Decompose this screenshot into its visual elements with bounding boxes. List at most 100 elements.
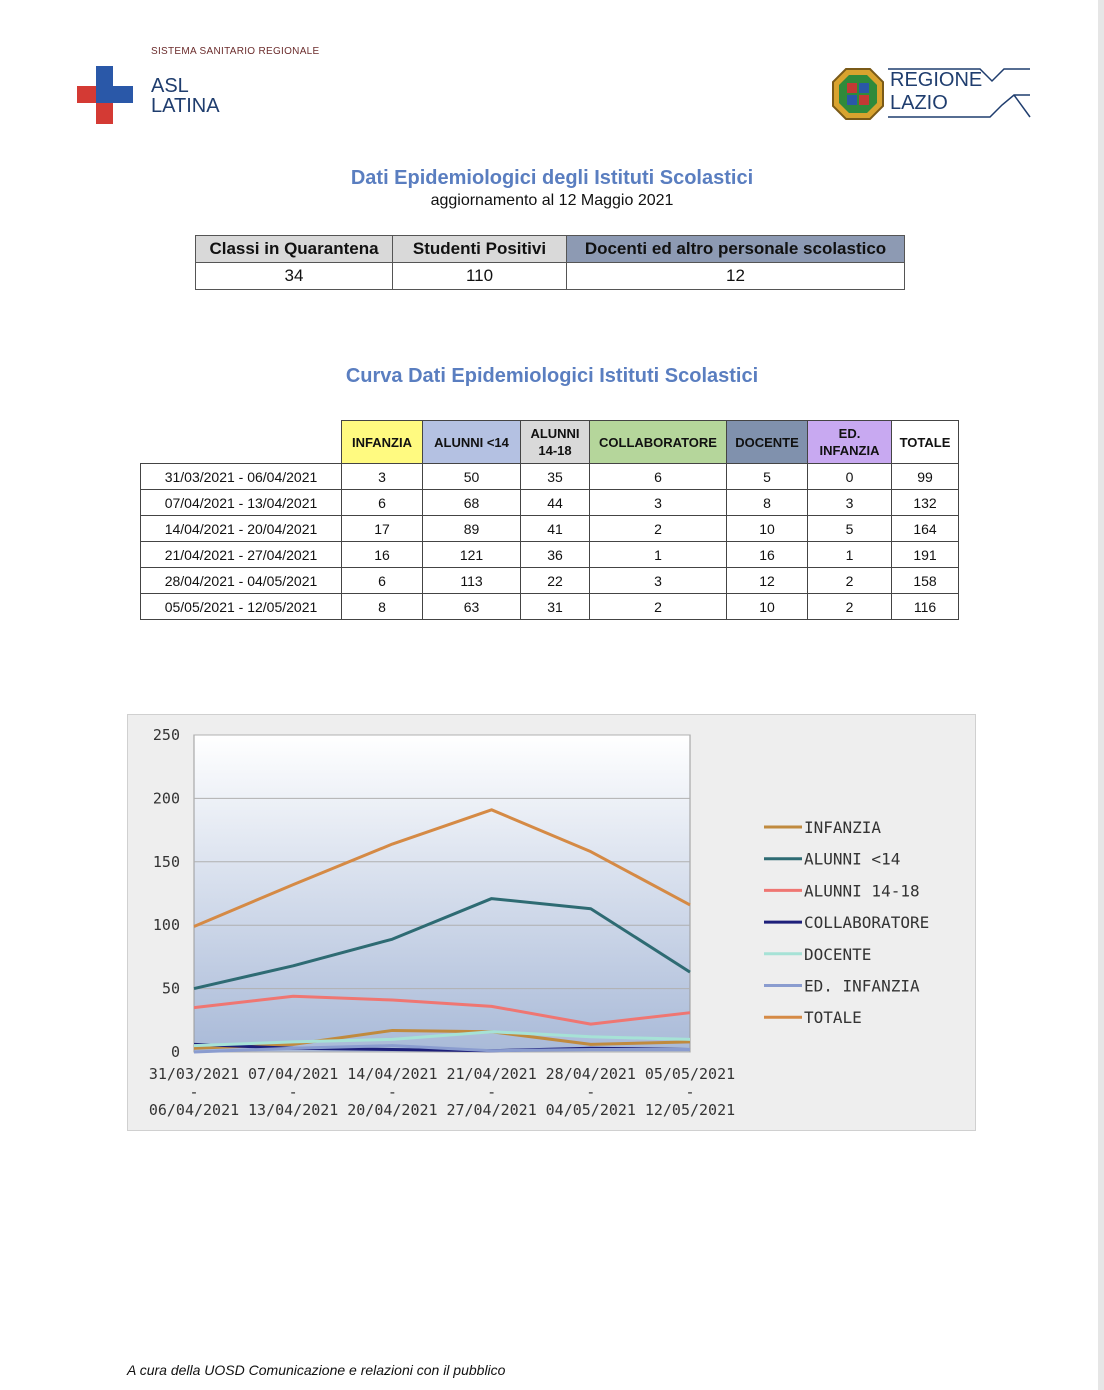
value-docenti-personale: 12 (566, 262, 905, 290)
row-value: 17 (341, 515, 423, 542)
row-value: 132 (891, 489, 959, 516)
row-value: 6 (341, 489, 423, 516)
summary-header-row: Classi in Quarantena Studenti Positivi D… (195, 235, 905, 263)
series-line-docente (193, 1030, 691, 1048)
col-alunni-14-18-line1: ALUNNI (530, 426, 580, 441)
x-tick-label: 06/04/2021 (149, 1101, 239, 1119)
series-line-ed-infanzia (193, 1044, 690, 1054)
asl-system-label: SISTEMA SANITARIO REGIONALE (151, 46, 320, 57)
asl-name: ASL LATINA (151, 76, 220, 116)
summary-table: Classi in Quarantena Studenti Positivi D… (195, 235, 905, 290)
x-tick-label: - (388, 1083, 397, 1101)
row-value: 2 (807, 567, 892, 594)
x-tick-label: - (189, 1083, 198, 1101)
x-tick-label: - (289, 1083, 298, 1101)
x-tick-label: 04/05/2021 (546, 1101, 636, 1119)
series-line-totale (193, 808, 691, 928)
series-line-infanzia (193, 1028, 691, 1050)
col-alunni-under14: ALUNNI <14 (422, 420, 521, 464)
row-value: 5 (807, 515, 892, 542)
legend-label: DOCENTE (804, 945, 871, 964)
x-tick-label: 27/04/2021 (446, 1101, 536, 1119)
row-date-range: 14/04/2021 - 20/04/2021 (140, 515, 342, 542)
table-row: 14/04/2021 - 20/04/2021 17 89 41 2 10 5 164 (140, 515, 959, 542)
table-row: 31/03/2021 - 06/04/2021 3 50 35 6 5 0 99 (140, 463, 959, 490)
row-value: 8 (726, 489, 808, 516)
x-tick-label: 13/04/2021 (248, 1101, 338, 1119)
page-title: Dati Epidemiologici degli Istituti Scola… (350, 167, 754, 189)
row-value: 191 (891, 541, 959, 568)
x-tick-label: 20/04/2021 (347, 1101, 437, 1119)
legend-label: ALUNNI <14 (804, 850, 900, 869)
weekly-table-body: 31/03/2021 - 06/04/2021 3 50 35 6 5 0 99 07/04/2… (140, 463, 959, 620)
x-tick-label: 14/04/2021 (347, 1065, 437, 1083)
curve-title: Curva Dati Epidemiologici Istituti Scola… (345, 365, 759, 387)
summary-value-row: 34 110 12 (195, 262, 905, 290)
y-tick-label: 50 (162, 980, 180, 998)
row-value: 3 (807, 489, 892, 516)
y-tick-label: 150 (153, 853, 180, 871)
row-value: 31 (520, 593, 590, 620)
legend-label: TOTALE (804, 1008, 862, 1027)
weekly-header-row: INFANZIA ALUNNI <14 ALUNNI 14-18 COLLABO… (140, 420, 959, 464)
row-value: 41 (520, 515, 590, 542)
legend-label: COLLABORATORE (804, 913, 929, 932)
row-value: 8 (341, 593, 423, 620)
lazio-name-line2: LAZIO (890, 92, 948, 114)
y-tick-label: 200 (153, 789, 180, 807)
table-row: 28/04/2021 - 04/05/2021 6 113 22 3 12 2 158 (140, 567, 959, 594)
row-value: 3 (589, 489, 727, 516)
y-tick-label: 100 (153, 916, 180, 934)
table-row: 07/04/2021 - 13/04/2021 6 68 44 3 8 3 132 (140, 489, 959, 516)
chart-svg: 05010015020025031/03/2021-06/04/202107/0… (149, 726, 929, 1119)
lazio-chevron-lines-icon (888, 68, 1031, 118)
row-value: 99 (891, 463, 959, 490)
value-studenti-positivi: 110 (392, 262, 567, 290)
lazio-name: REGIONE LAZIO (890, 69, 982, 115)
row-value: 2 (807, 593, 892, 620)
page-edge (1098, 0, 1104, 1390)
row-value: 0 (807, 463, 892, 490)
row-date-range: 07/04/2021 - 13/04/2021 (140, 489, 342, 516)
series-line-alunni-14 (193, 897, 691, 991)
legend-label: ED. INFANZIA (804, 977, 920, 996)
row-value: 22 (520, 567, 590, 594)
x-tick-label: 21/04/2021 (446, 1065, 536, 1083)
update-subtitle: aggiornamento al 12 Maggio 2021 (430, 192, 674, 209)
x-tick-label: 31/03/2021 (149, 1065, 239, 1083)
row-value: 113 (422, 567, 521, 594)
row-date-range: 05/05/2021 - 12/05/2021 (140, 593, 342, 620)
col-ed-infanzia-line2: INFANZIA (819, 443, 880, 458)
y-tick-label: 250 (153, 726, 180, 744)
row-value: 63 (422, 593, 521, 620)
row-value: 3 (589, 567, 727, 594)
row-value: 5 (726, 463, 808, 490)
footer-credit: A cura della UOSD Comunicazione e relazi… (127, 1362, 506, 1378)
x-tick-label: - (487, 1083, 496, 1101)
row-value: 158 (891, 567, 959, 594)
row-value: 44 (520, 489, 590, 516)
asl-latina-logo: SISTEMA SANITARIO REGIONALE ASL LATINA (77, 46, 337, 126)
series-line-alunni-14-18 (193, 994, 691, 1026)
col-alunni-14-18: ALUNNI 14-18 (520, 420, 590, 464)
header-classi-quarantena: Classi in Quarantena (195, 235, 393, 263)
value-classi-quarantena: 34 (195, 262, 393, 290)
col-infanzia: INFANZIA (341, 420, 423, 464)
row-value: 16 (726, 541, 808, 568)
empty-corner-cell (140, 420, 342, 464)
x-tick-label: - (586, 1083, 595, 1101)
table-row: 21/04/2021 - 27/04/2021 16 121 36 1 16 1 191 (140, 541, 959, 568)
row-value: 2 (589, 515, 727, 542)
x-tick-label: 12/05/2021 (645, 1101, 735, 1119)
row-value: 1 (807, 541, 892, 568)
row-value: 2 (589, 593, 727, 620)
header-studenti-positivi: Studenti Positivi (392, 235, 567, 263)
epidemiological-line-chart: 0 50 100 150 200 250 31/03/2021-06/04/2021 07/0… (127, 714, 976, 1131)
row-value: 6 (341, 567, 423, 594)
red-blue-cross-icon (77, 66, 133, 124)
table-row: 05/05/2021 - 12/05/2021 8 63 31 2 10 2 116 (140, 593, 959, 620)
header-docenti-personale: Docenti ed altro personale scolastico (566, 235, 905, 263)
row-value: 68 (422, 489, 521, 516)
lazio-emblem-icon (832, 68, 884, 120)
y-tick-label: 0 (171, 1043, 180, 1061)
